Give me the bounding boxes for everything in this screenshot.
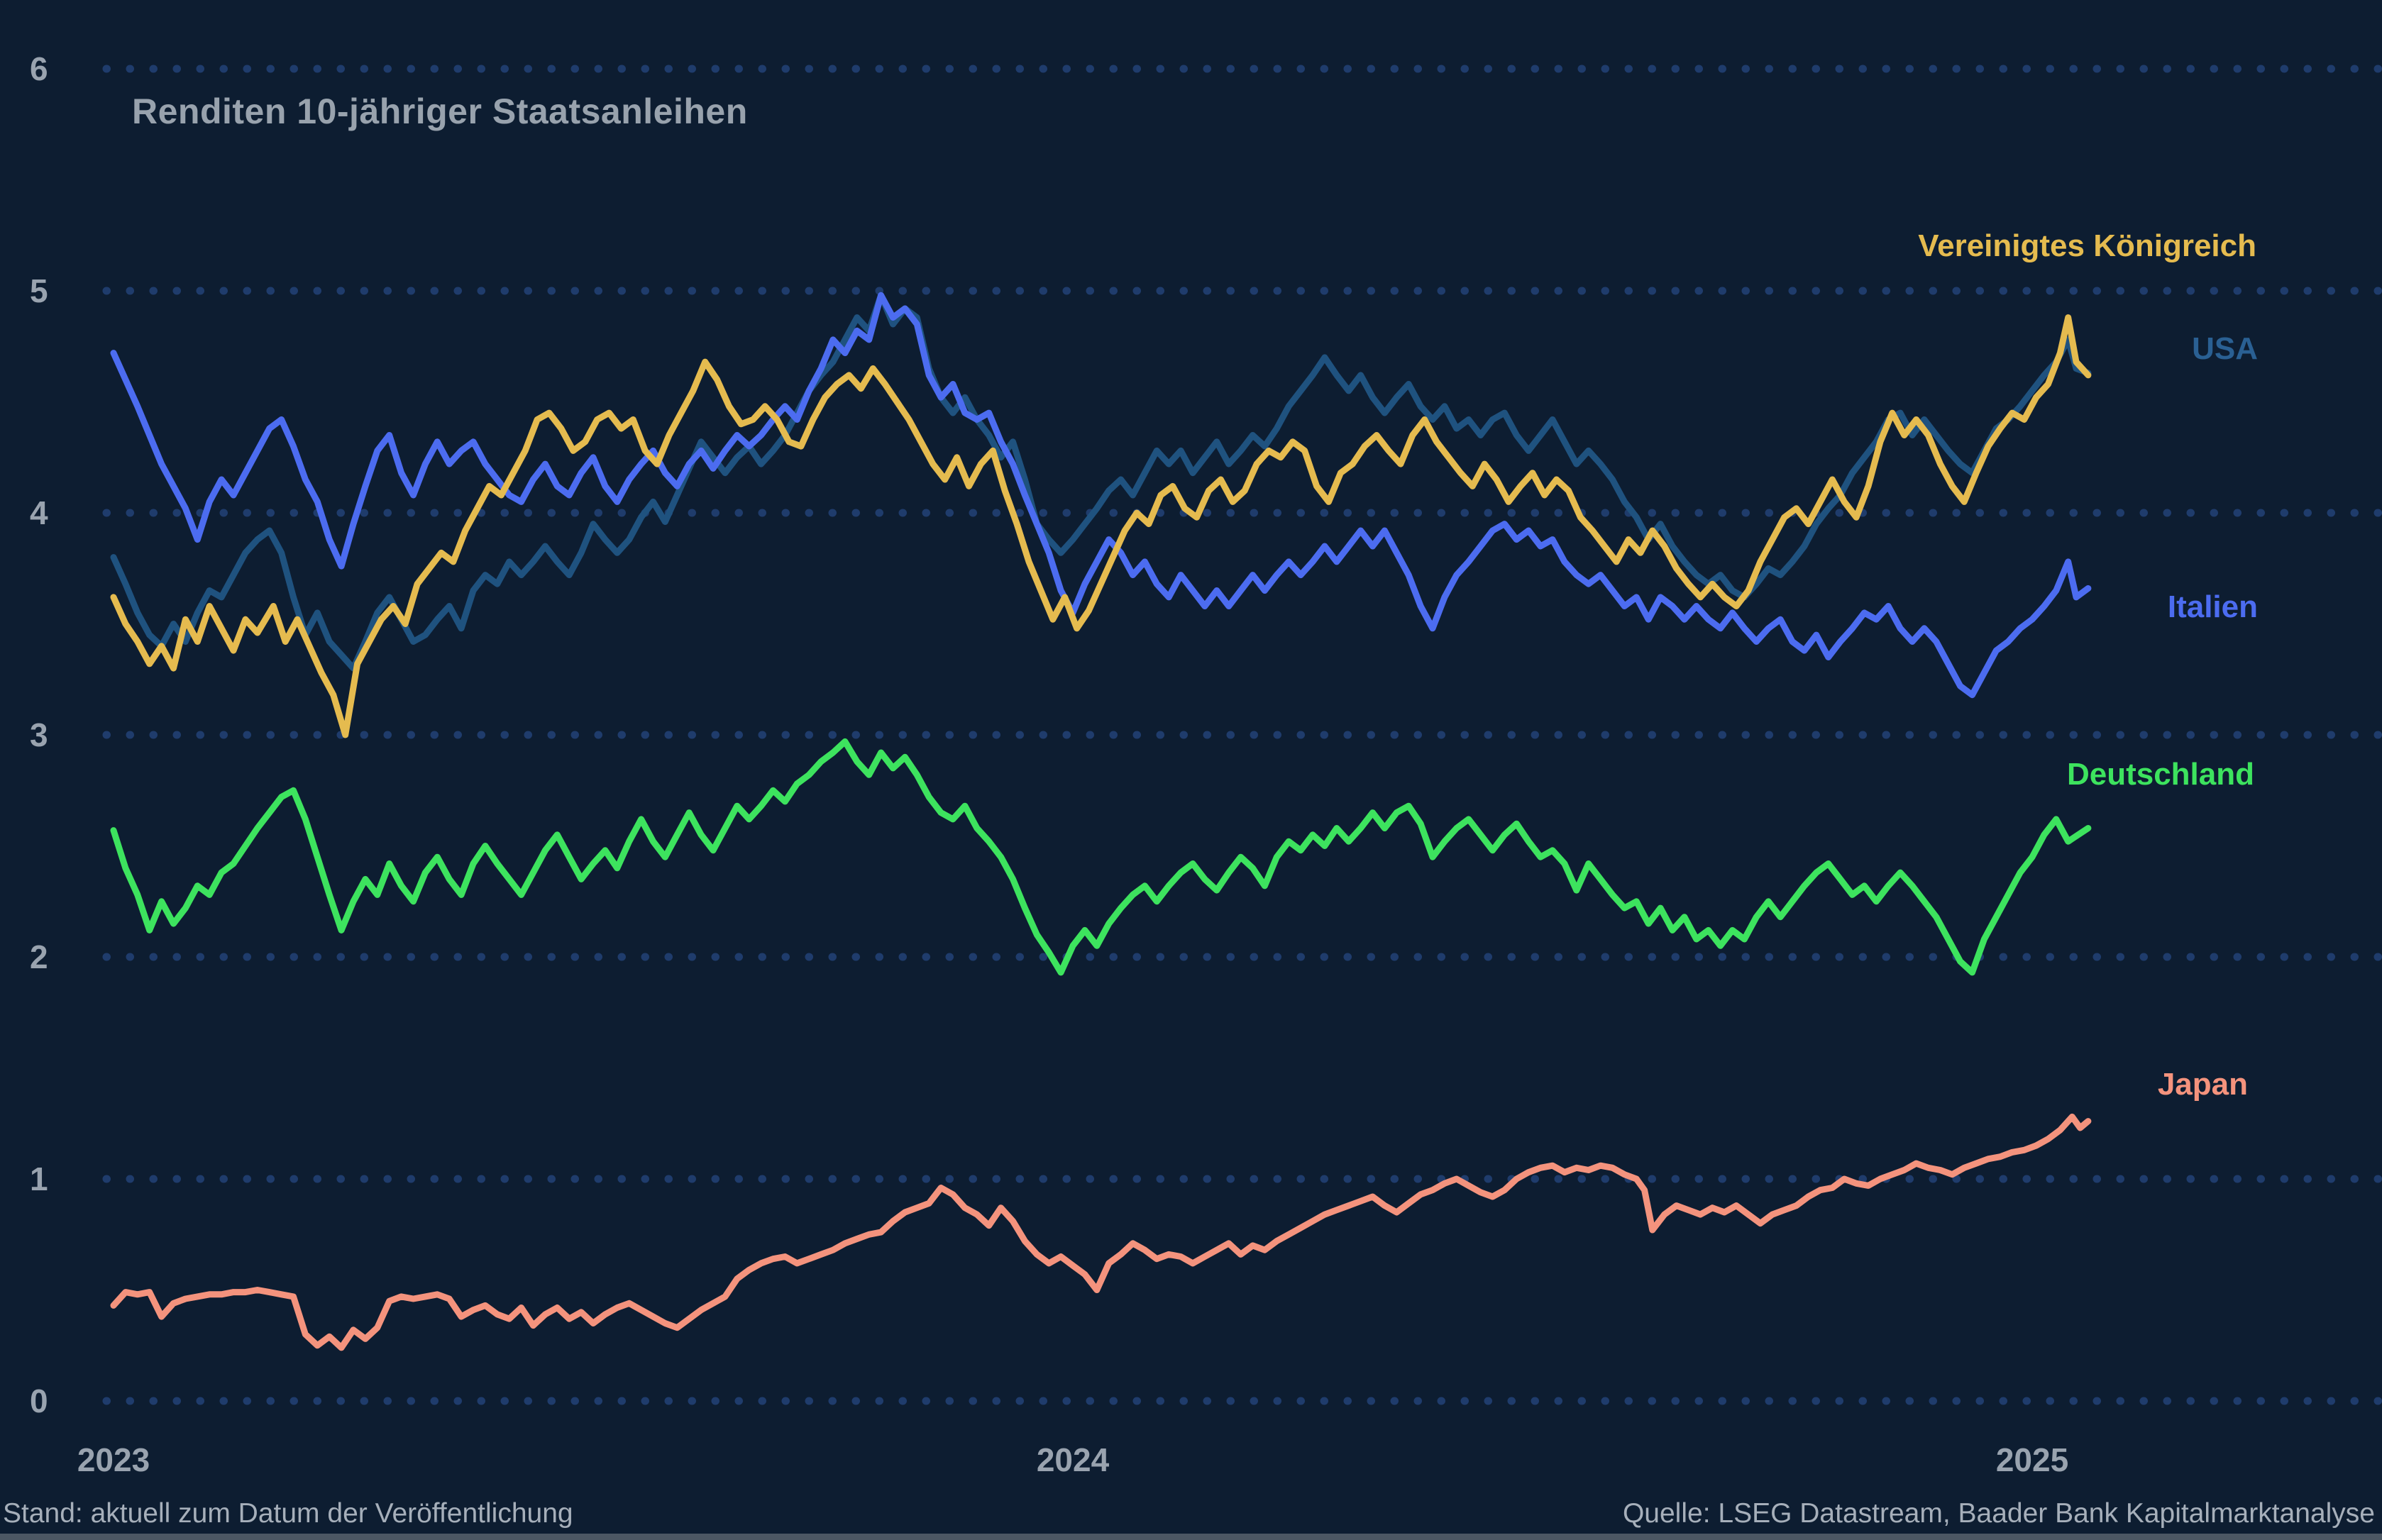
legend-label-deutschland: Deutschland (2066, 757, 2254, 792)
y-axis-label-2: 2 (30, 938, 48, 975)
legend-label-japan: Japan (2157, 1067, 2248, 1102)
footer-source-note: Quelle: LSEG Datastream, Baader Bank Kap… (1622, 1498, 2375, 1529)
x-axis-label-2023: 2023 (77, 1441, 150, 1478)
footer-stand-note: Stand: aktuell zum Datum der Veröffentli… (3, 1498, 573, 1529)
y-axis-label-4: 4 (30, 494, 48, 531)
bottom-divider (0, 1534, 2382, 1540)
y-axis-label-3: 3 (30, 716, 48, 753)
chart-title: Renditen 10-jähriger Staatsanleihen (132, 92, 748, 131)
series-line-uk (110, 314, 2092, 738)
y-axis-label-5: 5 (30, 272, 48, 309)
legend-label-usa: USA (2192, 331, 2258, 366)
series-line-italien (110, 292, 2092, 699)
series-line-japan (110, 1113, 2092, 1351)
series-line-deutschland (110, 738, 2092, 976)
legend-label-italien: Italien (2167, 589, 2258, 624)
series-line-usa (110, 292, 2092, 672)
y-axis-label-6: 6 (30, 50, 48, 87)
y-axis-label-0: 0 (30, 1383, 48, 1419)
x-axis-label-2024: 2024 (1036, 1441, 1110, 1478)
y-axis-label-1: 1 (30, 1160, 48, 1197)
legend-label-uk: Vereinigtes Königreich (1918, 228, 2256, 263)
x-axis-label-2025: 2025 (1995, 1441, 2069, 1478)
